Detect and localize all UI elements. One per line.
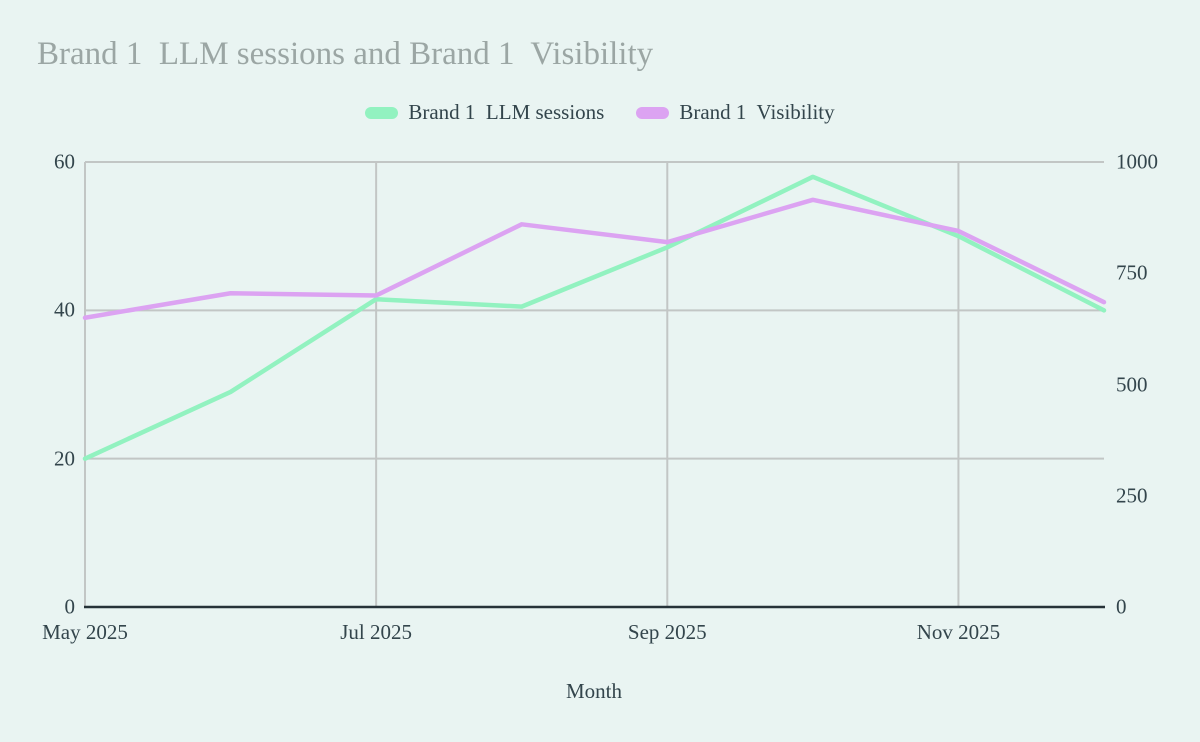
legend-label-llm-sessions: Brand 1 LLM sessions (408, 100, 605, 124)
y-right-tick-label: 500 (1116, 372, 1148, 396)
y-right-tick-label: 1000 (1116, 149, 1158, 174)
legend-swatch-llm-sessions (365, 106, 399, 119)
y-left-tick-label: 20 (54, 446, 75, 471)
y-left-tick-label: 60 (54, 149, 75, 174)
x-tick-label: May 2025 (42, 620, 128, 644)
y-right-tick-label: 250 (1116, 483, 1148, 508)
y-right-tick-label: 750 (1116, 260, 1148, 285)
y-right-tick-label: 0 (1116, 594, 1127, 619)
x-tick-label: Jul 2025 (340, 620, 413, 644)
x-tick-label: Sep 2025 (627, 620, 707, 644)
y-left-tick-label: 40 (54, 297, 75, 322)
x-tick-label: Nov 2025 (916, 620, 1001, 644)
series-line-1 (82, 197, 1107, 320)
chart-title: Brand 1 LLM sessions and Brand 1 Visibil… (37, 36, 654, 72)
legend: Brand 1 LLM sessions Brand 1 Visibility (0, 100, 1200, 125)
y-left-tick-label: 0 (64, 594, 76, 619)
legend-item-llm-sessions: Brand 1 LLM sessions (365, 100, 604, 125)
legend-swatch-visibility (636, 106, 670, 119)
legend-item-visibility: Brand 1 Visibility (636, 100, 835, 125)
series-line-0 (82, 174, 1107, 461)
x-axis-title: Month (565, 679, 623, 703)
legend-label-visibility: Brand 1 Visibility (679, 100, 835, 124)
